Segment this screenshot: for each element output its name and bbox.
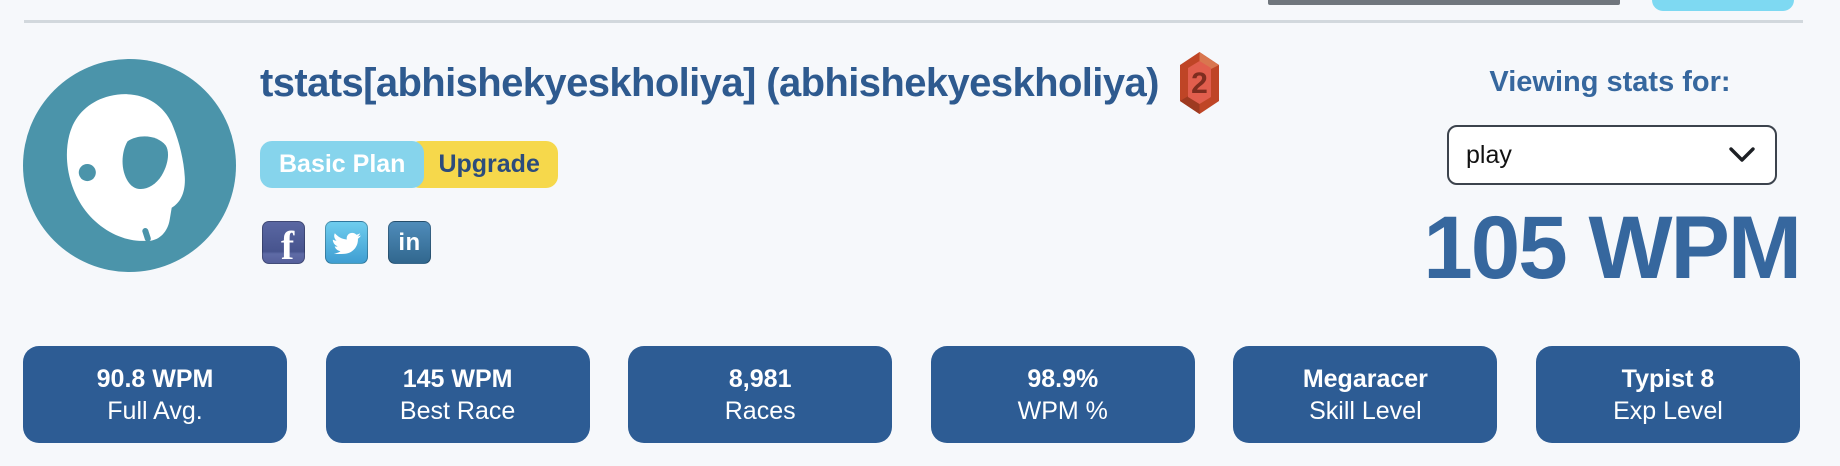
stat-box-best-race: 145 WPM Best Race	[325, 346, 590, 443]
facebook-icon: f	[280, 223, 295, 264]
svg-text:2: 2	[1191, 67, 1208, 100]
linkedin-icon: in	[398, 228, 421, 256]
twitter-share-button[interactable]	[325, 221, 368, 264]
plan-row: Basic Plan Upgrade	[260, 141, 558, 188]
wpm-display: 105 WPM	[1423, 197, 1802, 297]
stat-value: 98.9%	[1027, 364, 1099, 393]
stat-box-skill-level: Megaracer Skill Level	[1233, 346, 1498, 443]
stat-box-full-avg: 90.8 WPM Full Avg.	[23, 346, 287, 443]
stat-value: Megaracer	[1302, 364, 1428, 393]
facebook-share-button[interactable]: f	[262, 221, 305, 264]
plan-badge: Basic Plan	[260, 141, 425, 188]
search-button[interactable]	[1652, 0, 1794, 11]
stat-label: Races	[724, 396, 796, 425]
twitter-bird-icon	[332, 232, 361, 254]
social-share-row: f in	[262, 221, 431, 264]
stat-label: Full Avg.	[107, 396, 203, 425]
profile-header: tstats[abhishekyeskholiya] (abhishekyesk…	[260, 52, 1220, 114]
avatar	[23, 59, 236, 272]
stat-label: Skill Level	[1309, 396, 1422, 425]
level-gem-badge-icon: 2	[1179, 52, 1219, 114]
stat-label: WPM %	[1017, 396, 1108, 425]
stat-box-wpm-percentile: 98.9% WPM %	[930, 346, 1195, 443]
page-title: tstats[abhishekyeskholiya] (abhishekyesk…	[260, 60, 1159, 105]
stats-row: 90.8 WPM Full Avg. 145 WPM Best Race 8,9…	[23, 346, 1800, 443]
stat-box-races: 8,981 Races	[628, 346, 893, 443]
stat-label: Exp Level	[1613, 396, 1723, 425]
search-input[interactable]	[1268, 0, 1620, 5]
universe-select[interactable]: play	[1447, 125, 1777, 185]
stat-value: 145 WPM	[402, 364, 513, 393]
linkedin-share-button[interactable]: in	[388, 221, 431, 264]
stat-box-exp-level: Typist 8 Exp Level	[1535, 346, 1800, 443]
upgrade-button[interactable]: Upgrade	[408, 141, 558, 188]
stat-value: 8,981	[728, 364, 792, 393]
stat-label: Best Race	[399, 396, 516, 425]
stat-value: 90.8 WPM	[96, 364, 214, 393]
header-divider	[24, 20, 1803, 23]
racing-helmet-icon	[23, 59, 236, 272]
stat-value: Typist 8	[1621, 364, 1715, 393]
viewing-stats-label: Viewing stats for:	[1489, 66, 1731, 98]
